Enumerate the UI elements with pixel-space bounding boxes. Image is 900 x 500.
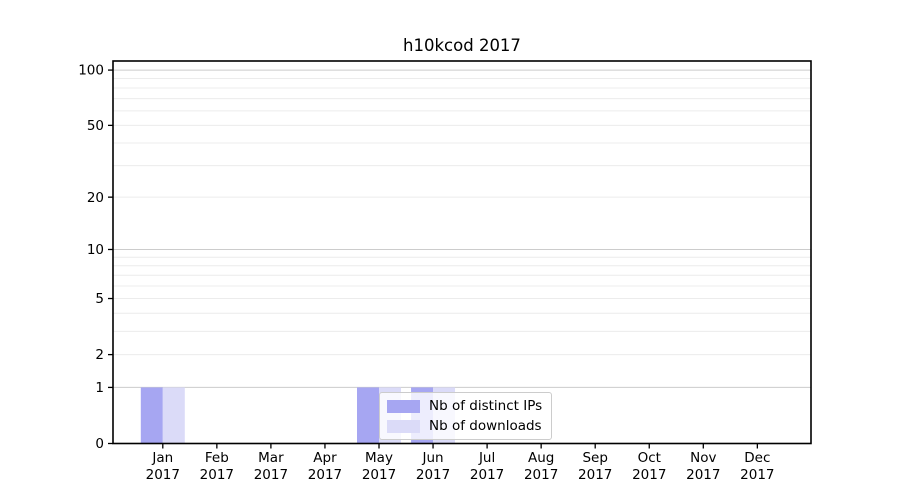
bar-distinct-ips-may bbox=[357, 387, 379, 444]
x-tick-label-year: 2017 bbox=[740, 467, 774, 483]
x-tick-label-month: Aug bbox=[528, 450, 554, 466]
x-tick-label-month: Mar bbox=[258, 450, 284, 466]
y-tick-label: 50 bbox=[87, 118, 104, 134]
chart-title: h10kcod 2017 bbox=[403, 36, 521, 55]
legend-label-downloads: Nb of downloads bbox=[429, 418, 542, 434]
x-tick-label-year: 2017 bbox=[524, 467, 558, 483]
x-tick-label-month: Jan bbox=[151, 450, 173, 466]
x-tick-label-year: 2017 bbox=[686, 467, 720, 483]
x-tick-label-month: Feb bbox=[205, 450, 229, 466]
bar-distinct-ips-jan bbox=[140, 387, 163, 444]
y-tick-label: 100 bbox=[78, 63, 104, 79]
x-tick-label-month: Sep bbox=[582, 450, 607, 466]
x-tick-label-month: Jul bbox=[478, 450, 495, 466]
legend-swatch-distinct-ips-icon bbox=[387, 399, 420, 413]
x-tick-label-month: Apr bbox=[313, 450, 337, 466]
x-tick-label-year: 2017 bbox=[416, 467, 450, 483]
x-tick-label-month: May bbox=[365, 450, 393, 466]
legend: Nb of distinct IPs Nb of downloads bbox=[379, 392, 553, 440]
plot-border bbox=[112, 60, 812, 445]
x-tick-label-year: 2017 bbox=[308, 467, 342, 483]
y-tick-label: 10 bbox=[87, 242, 104, 258]
y-tick-label: 5 bbox=[95, 291, 104, 307]
x-tick-label-year: 2017 bbox=[254, 467, 288, 483]
y-tick-label: 20 bbox=[87, 190, 104, 206]
x-tick-label-month: Jun bbox=[422, 450, 444, 466]
y-tick-label: 1 bbox=[95, 380, 104, 396]
x-tick-label-year: 2017 bbox=[578, 467, 612, 483]
legend-item-distinct-ips: Nb of distinct IPs bbox=[387, 398, 542, 414]
x-tick-label-month: Dec bbox=[744, 450, 770, 466]
y-tick-label: 2 bbox=[95, 347, 104, 363]
y-tick-label: 0 bbox=[95, 436, 104, 452]
x-tick-label-month: Nov bbox=[690, 450, 716, 466]
x-tick-label-year: 2017 bbox=[470, 467, 504, 483]
bar-downloads-jan bbox=[162, 387, 185, 444]
legend-label-distinct-ips: Nb of distinct IPs bbox=[429, 398, 543, 414]
legend-item-downloads: Nb of downloads bbox=[387, 418, 542, 434]
x-tick-label-year: 2017 bbox=[146, 467, 180, 483]
x-tick-label-year: 2017 bbox=[200, 467, 234, 483]
x-tick-label-year: 2017 bbox=[632, 467, 666, 483]
x-tick-label-month: Oct bbox=[638, 450, 661, 466]
x-tick-label-year: 2017 bbox=[362, 467, 396, 483]
legend-swatch-downloads-icon bbox=[387, 419, 420, 433]
